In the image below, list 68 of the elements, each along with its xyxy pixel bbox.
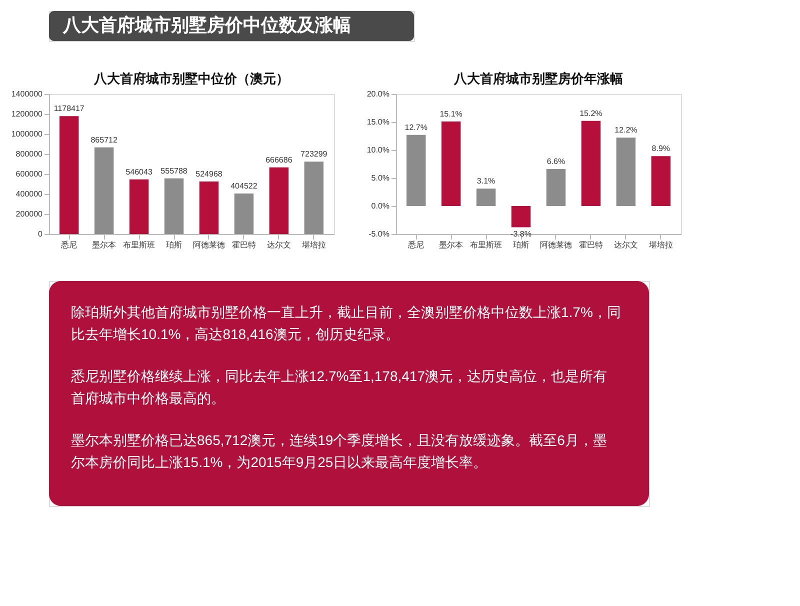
chart-title: 八大首府城市别墅中位价（澳元） — [93, 71, 289, 86]
x-tick-label: 堪培拉 — [648, 240, 673, 250]
data-label: 3.1% — [476, 176, 496, 186]
bar — [269, 167, 289, 234]
x-tick-label: 布里斯班 — [123, 240, 156, 250]
chart-title: 八大首府城市别墅房价年涨幅 — [453, 71, 623, 86]
y-tick-label: -5.0% — [368, 230, 390, 238]
text: 八大首府城市别墅房价中位数及涨幅 — [62, 15, 351, 35]
bar — [651, 156, 671, 206]
bar — [546, 169, 566, 206]
data-label: 666686 — [266, 155, 293, 164]
data-label: 12.7% — [404, 122, 428, 132]
y-tick-label: 800000 — [16, 150, 44, 158]
x-tick-label: 达尔文 — [266, 240, 291, 250]
data-label: 546043 — [126, 167, 153, 176]
y-tick-label: 200000 — [16, 210, 44, 218]
data-label: 12.2% — [614, 126, 638, 135]
x-tick-label: 悉尼 — [60, 240, 78, 250]
data-label: 865712 — [90, 135, 118, 144]
bar — [406, 134, 426, 206]
y-tick-label: 10.0% — [366, 146, 390, 154]
text: 墨尔本别墅价格已达865,712澳元，连续19个季度增长，且没有放缓迹象。截至6月，墨尔本房价同比上涨15.1%，为2015年9月25日以来最高年度增长率。 — [71, 432, 607, 470]
bar — [616, 138, 636, 206]
x-tick-label: 布里斯班 — [470, 240, 502, 250]
y-tick-label: 5.0% — [371, 174, 390, 182]
data-label: 524968 — [196, 170, 223, 179]
data-label: 6.6% — [546, 157, 566, 166]
x-tick-label: 珀斯 — [166, 240, 182, 250]
data-label: 723299 — [300, 150, 328, 159]
bar — [59, 116, 79, 234]
data-label: 1178417 — [54, 104, 85, 114]
bar — [234, 194, 254, 234]
text: 除珀斯外其他首府城市别墅价格一直上升，截止目前，全澳别墅价格中位数上涨1.7%，同比去年增长10.1%，高达818,416澳元，创历史纪录。 — [71, 304, 621, 342]
y-tick-label: 15.0% — [366, 118, 390, 126]
y-tick-label: 0.0% — [371, 202, 390, 210]
bar — [511, 206, 531, 228]
x-tick-label: 达尔文 — [614, 240, 638, 250]
text: 悉尼别墅价格继续上涨，同比去年上涨12.7%至1,178,417澳元，达历史高位，也是所有首府城市中价格最高的。 — [70, 368, 607, 406]
y-tick-label: 1000000 — [11, 130, 44, 138]
y-tick-label: 1200000 — [11, 110, 44, 118]
bar — [129, 179, 149, 234]
bar — [476, 188, 496, 206]
x-tick-label: 墨尔本 — [92, 240, 116, 250]
x-tick-label: 阿德莱德 — [540, 240, 572, 250]
data-label: 555788 — [160, 166, 188, 176]
bar — [94, 147, 114, 234]
x-tick-label: 霍巴特 — [232, 240, 256, 250]
y-tick-label: 1400000 — [11, 90, 44, 98]
data-label: 8.9% — [652, 144, 670, 154]
data-label: 15.1% — [440, 109, 462, 118]
data-label: -3.8% — [510, 229, 532, 238]
x-tick-label: 霍巴特 — [578, 240, 603, 250]
x-tick-label: 墨尔本 — [439, 240, 464, 250]
bar — [441, 121, 461, 206]
bar — [199, 182, 219, 234]
y-tick-label: 600000 — [16, 170, 44, 178]
y-tick-label: 0 — [38, 230, 44, 238]
x-tick-label: 堪培拉 — [300, 240, 326, 250]
data-label: 404522 — [230, 182, 258, 191]
x-tick-label: 珀斯 — [513, 240, 530, 250]
bar — [581, 120, 601, 206]
data-label: 15.2% — [580, 108, 602, 118]
bar — [304, 162, 324, 234]
bar — [164, 178, 184, 234]
y-tick-label: 20.0% — [366, 90, 390, 98]
y-tick-label: 400000 — [16, 190, 44, 198]
x-tick-label: 悉尼 — [407, 240, 424, 250]
x-tick-label: 阿德莱德 — [192, 240, 225, 250]
